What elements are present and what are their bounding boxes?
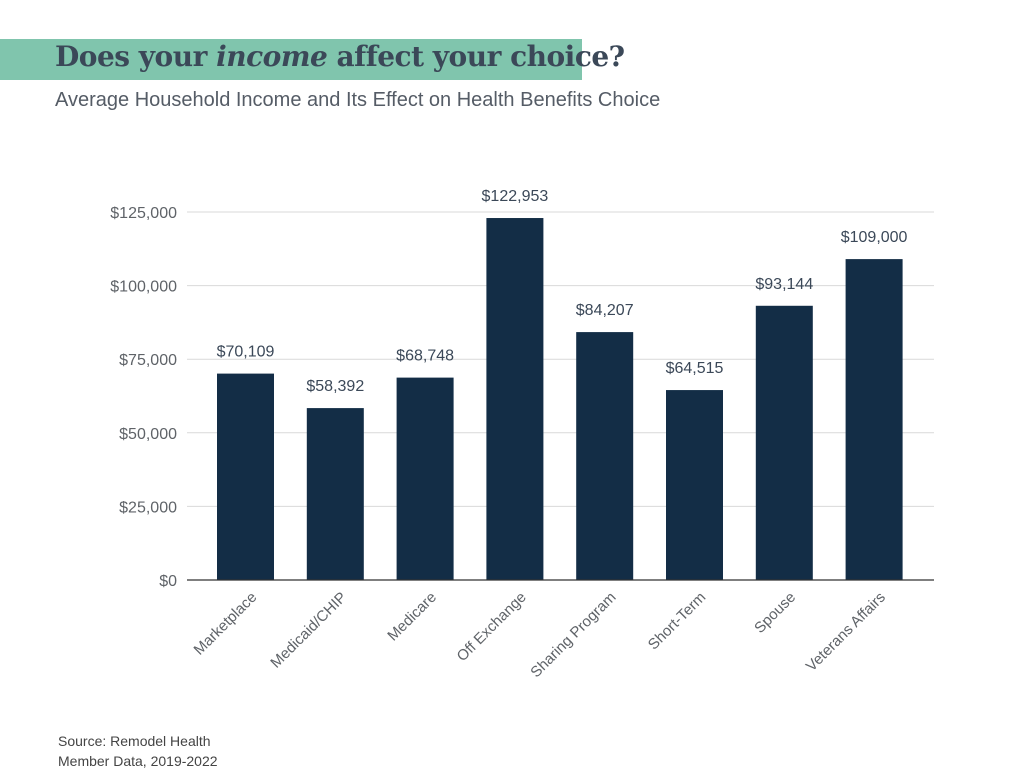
bar xyxy=(486,218,544,580)
bar xyxy=(755,305,813,580)
x-tick-label: Medicare xyxy=(384,589,440,645)
data-label: $122,953 xyxy=(482,188,549,205)
data-label: $93,144 xyxy=(755,276,813,293)
chart-title: Does your income affect your choice? xyxy=(55,40,625,73)
source-line-2: Member Data, 2019-2022 xyxy=(58,753,218,769)
x-tick-label: Medicaid/CHIP xyxy=(267,589,350,672)
bar xyxy=(217,373,274,580)
y-tick-label: $50,000 xyxy=(119,426,177,443)
y-tick-label: $75,000 xyxy=(119,352,177,369)
data-label: $84,207 xyxy=(576,302,634,319)
x-tick-label: Sharing Program xyxy=(527,589,619,681)
x-tick-label: Veterans Affairs xyxy=(803,589,889,675)
source-line-1: Source: Remodel Health xyxy=(58,733,211,749)
x-tick-label: Spouse xyxy=(751,589,799,637)
y-tick-label: $100,000 xyxy=(110,279,177,296)
bar xyxy=(396,377,454,580)
bar xyxy=(845,259,903,580)
bar xyxy=(576,332,634,580)
y-tick-label: $0 xyxy=(159,573,177,590)
data-label: $70,109 xyxy=(217,344,275,361)
bar xyxy=(666,390,723,580)
x-tick-label: Marketplace xyxy=(191,589,261,659)
data-label: $58,392 xyxy=(306,378,364,395)
data-label: $64,515 xyxy=(666,360,724,377)
data-label: $109,000 xyxy=(841,229,908,246)
x-tick-label: Short-Term xyxy=(645,589,709,653)
chart-subtitle: Average Household Income and Its Effect … xyxy=(55,89,661,111)
source-note: Source: Remodel Health Member Data, 2019… xyxy=(58,731,218,771)
y-tick-label: $25,000 xyxy=(119,499,177,516)
title-band xyxy=(0,39,582,80)
y-tick-label: $125,000 xyxy=(110,205,177,222)
x-tick-label: Off Exchange xyxy=(454,589,530,665)
data-label: $68,748 xyxy=(396,348,454,365)
bar xyxy=(306,408,364,580)
